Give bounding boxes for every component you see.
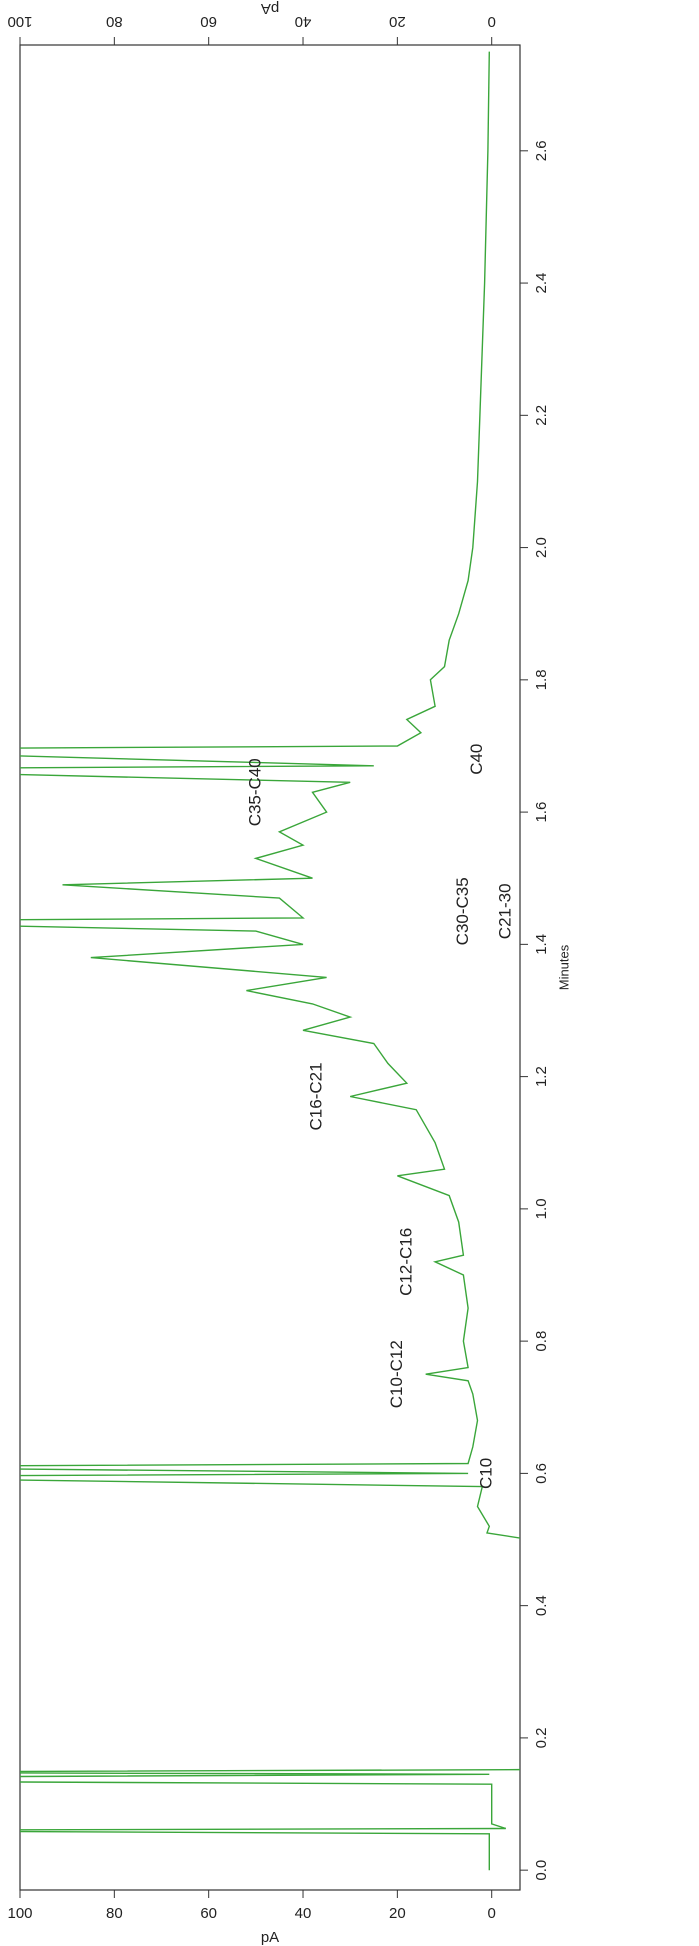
- peak-label: C16-C21: [307, 1062, 326, 1130]
- x-tick-label: 2.6: [533, 140, 550, 161]
- x-tick-label: 1.2: [533, 1066, 550, 1087]
- peak-label: C12-C16: [396, 1228, 415, 1296]
- y-axis-title: pA: [261, 0, 279, 17]
- x-axis-title: Minutes: [556, 944, 571, 990]
- y-tick-label: 20: [389, 13, 406, 30]
- plot-frame: [19, 44, 521, 1891]
- x-tick-label: 0.2: [533, 1727, 550, 1748]
- y-tick-label: 60: [200, 1905, 217, 1922]
- peak-label: C35-C40: [245, 758, 264, 826]
- y-tick-label: 100: [7, 13, 32, 30]
- x-tick-label: 2.0: [533, 537, 550, 558]
- y-tick-label: 0: [488, 13, 496, 30]
- peak-label: C21-30: [495, 883, 514, 939]
- y-tick-label: 40: [295, 1905, 312, 1922]
- x-tick-label: 0.8: [533, 1331, 550, 1352]
- x-tick-label: 1.6: [533, 802, 550, 823]
- y-tick-label: 40: [295, 13, 312, 30]
- y-tick-label: 20: [389, 1905, 406, 1922]
- x-tick-label: 1.8: [533, 669, 550, 690]
- peak-label: C10-C12: [387, 1340, 406, 1408]
- x-tick-label: 2.4: [533, 273, 550, 294]
- x-tick-label: 2.2: [533, 405, 550, 426]
- y-tick-label: 60: [200, 13, 217, 30]
- x-tick-label: 0.6: [533, 1463, 550, 1484]
- y-tick-label: 80: [106, 1905, 123, 1922]
- y-tick-label: 100: [7, 1905, 32, 1922]
- x-tick-label: 1.0: [533, 1198, 550, 1219]
- rotated-plot: 0.0 0.2 0.4 0.6 0.8 1.0 1.2 1.4 1.6 1.8 2.0 2.2 2.4 2…: [7, 0, 571, 1946]
- y-tick-label: 80: [106, 13, 123, 30]
- x-tick-label: 1.4: [533, 934, 550, 955]
- peak-label: C30-C35: [453, 877, 472, 945]
- trace: [20, 51, 520, 1871]
- peak-label: C10: [476, 1458, 495, 1489]
- y-tick-label: 0: [488, 1905, 496, 1922]
- x-tick-label: 0.4: [533, 1595, 550, 1616]
- y-axis-title: pA: [261, 1929, 279, 1946]
- x-tick-label: 0.0: [533, 1860, 550, 1881]
- peak-label: C40: [467, 744, 486, 775]
